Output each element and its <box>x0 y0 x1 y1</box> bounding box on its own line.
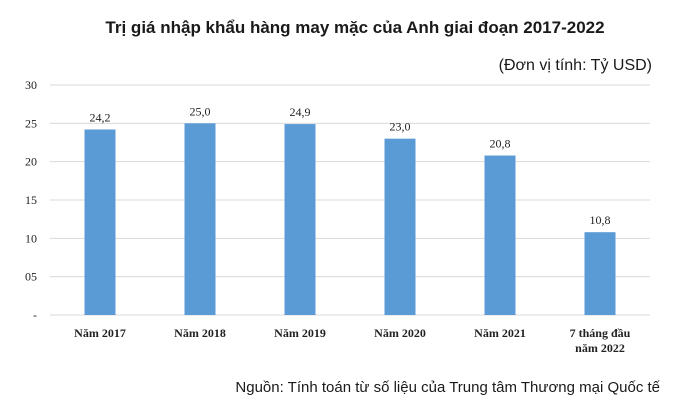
data-label: 25,0 <box>190 104 211 118</box>
data-label: 24,2 <box>90 110 111 124</box>
x-axis-ticks: Năm 2017 Năm 2018 Năm 2019 Năm 2020 Năm 2021… <box>74 326 631 355</box>
bars <box>84 123 616 315</box>
x-tick-label: 7 tháng đầu năm 2022 <box>570 326 631 355</box>
y-tick-label: 20 <box>25 155 37 169</box>
x-tick-label: Năm 2018 <box>174 326 226 340</box>
bar <box>284 124 316 315</box>
gridlines <box>50 84 650 316</box>
unit-label: (Đơn vị tính: Tỷ USD) <box>499 57 652 74</box>
data-label: 23,0 <box>390 120 411 134</box>
y-tick-label: - <box>33 308 37 322</box>
bar <box>84 129 116 315</box>
y-axis-ticks: - 05 10 15 20 25 30 <box>25 78 37 322</box>
source-note: Nguồn: Tính toán từ số liệu của Trung tâ… <box>235 379 660 396</box>
bar <box>184 123 216 315</box>
bar <box>584 232 616 315</box>
bar <box>384 138 416 315</box>
bar <box>484 155 516 315</box>
chart-title: Trị giá nhập khẩu hàng may mặc của Anh g… <box>105 18 604 37</box>
y-tick-label: 15 <box>25 193 37 207</box>
y-tick-label: 30 <box>25 78 37 92</box>
x-tick-label: Năm 2017 <box>74 326 126 340</box>
y-tick-label: 25 <box>25 116 37 130</box>
x-tick-label: Năm 2019 <box>274 326 326 340</box>
y-tick-label: 10 <box>25 231 37 245</box>
data-labels: 24,2 25,0 24,9 23,0 20,8 10,8 <box>90 104 611 227</box>
data-label: 24,9 <box>290 105 311 119</box>
x-tick-label: Năm 2021 <box>474 326 526 340</box>
y-tick-label: 05 <box>25 270 37 284</box>
x-tick-label: Năm 2020 <box>374 326 426 340</box>
data-label: 10,8 <box>590 213 611 227</box>
data-label: 20,8 <box>490 137 511 151</box>
